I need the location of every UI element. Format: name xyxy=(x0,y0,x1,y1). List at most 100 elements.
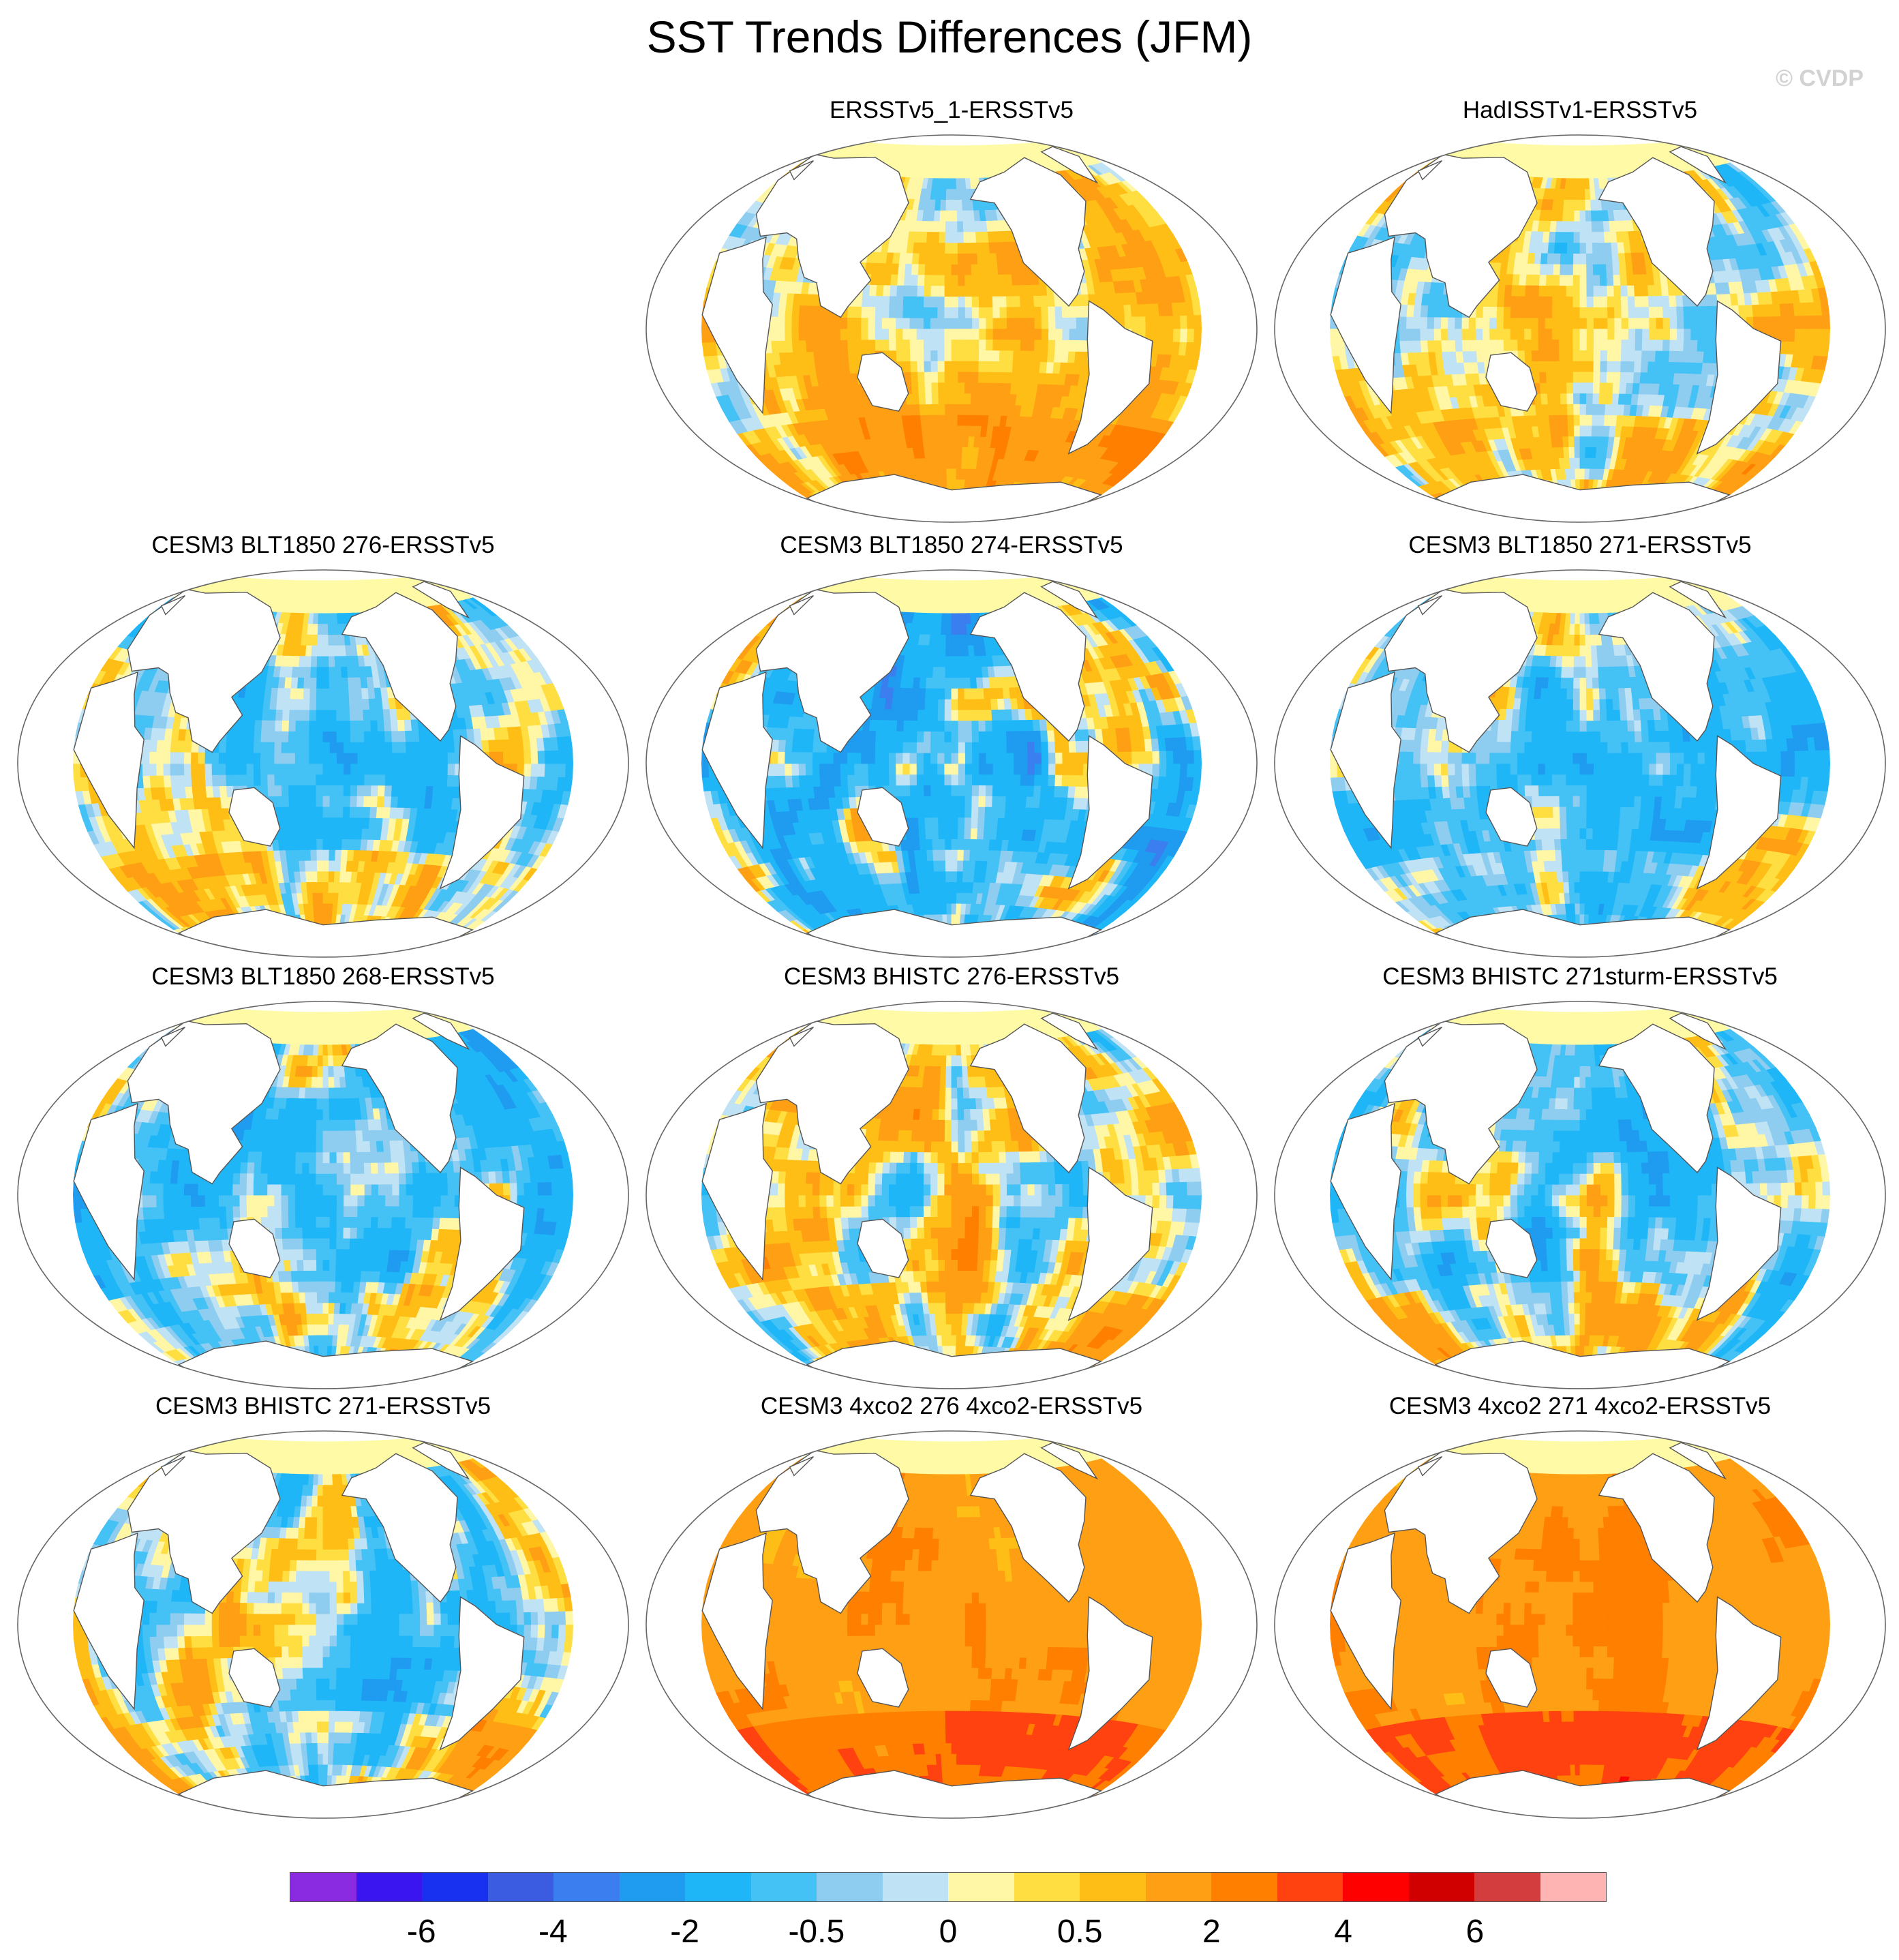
grid-cell xyxy=(1613,295,1622,307)
grid-cell xyxy=(1563,199,1570,211)
grid-cell xyxy=(1489,339,1498,351)
grid-cell xyxy=(951,479,957,491)
grid-cell xyxy=(1138,316,1146,329)
grid-cell xyxy=(1574,447,1581,458)
grid-cell xyxy=(1566,382,1574,394)
grid-cell xyxy=(930,285,939,297)
grid-cell xyxy=(902,339,911,351)
grid-cell xyxy=(1025,284,1034,297)
grid-cell xyxy=(924,360,932,372)
grid-cell xyxy=(1575,479,1581,491)
grid-cell xyxy=(1076,328,1084,341)
grid-cell xyxy=(1482,328,1491,340)
grid-cell xyxy=(1808,314,1817,329)
grid-cell xyxy=(931,252,939,265)
grid-cell xyxy=(888,328,897,340)
grid-cell xyxy=(992,339,1001,351)
grid-cell xyxy=(1579,231,1587,243)
grid-cell xyxy=(1599,274,1608,286)
grid-cell xyxy=(1560,263,1568,275)
grid-cell xyxy=(1634,350,1643,362)
grid-cell xyxy=(1524,339,1532,351)
grid-cell xyxy=(1399,316,1408,329)
grid-cell xyxy=(1013,339,1022,351)
grid-cell xyxy=(997,262,1005,275)
grid-cell xyxy=(1568,447,1575,458)
grid-cell xyxy=(1598,393,1607,405)
grid-cell xyxy=(930,360,939,372)
grid-cell xyxy=(1579,382,1587,394)
grid-cell xyxy=(1573,274,1581,286)
grid-cell xyxy=(1620,274,1628,286)
grid-cell xyxy=(957,253,965,265)
grid-cell xyxy=(935,199,942,211)
grid-cell xyxy=(958,382,966,394)
grid-cell xyxy=(917,285,925,297)
grid-cell xyxy=(992,361,1000,373)
grid-cell xyxy=(1461,340,1470,352)
grid-cell xyxy=(1573,328,1581,340)
grid-cell xyxy=(944,274,952,286)
grid-cell xyxy=(964,360,973,372)
grid-cell xyxy=(1573,425,1581,437)
grid-cell xyxy=(969,404,977,415)
grid-cell xyxy=(939,210,947,222)
grid-cell xyxy=(1607,361,1615,372)
grid-cell xyxy=(964,317,973,329)
grid-cell xyxy=(1586,328,1594,340)
grid-cell xyxy=(1524,317,1532,329)
grid-cell xyxy=(1640,284,1649,297)
grid-cell xyxy=(1690,340,1699,352)
grid-cell xyxy=(1656,317,1664,329)
grid-cell xyxy=(875,339,883,351)
grid-cell xyxy=(1545,296,1553,307)
grid-cell xyxy=(1600,317,1609,329)
grid-cell xyxy=(971,371,979,383)
grid-cell xyxy=(911,263,920,275)
grid-cell xyxy=(1620,284,1628,297)
grid-cell xyxy=(1505,273,1514,286)
grid-cell xyxy=(1585,231,1593,243)
grid-cell xyxy=(1592,414,1599,426)
grid-cell xyxy=(1621,317,1629,329)
grid-cell xyxy=(958,306,966,318)
grid-cell xyxy=(978,350,987,361)
grid-cell xyxy=(827,140,845,149)
grid-cell xyxy=(1124,316,1133,329)
grid-cell xyxy=(951,242,958,254)
grid-cell xyxy=(1556,436,1564,448)
grid-cell xyxy=(1639,372,1648,384)
grid-cell xyxy=(1626,273,1635,286)
grid-cell xyxy=(958,285,966,297)
grid-cell xyxy=(1005,284,1014,297)
grid-cell xyxy=(1564,457,1570,469)
grid-cell xyxy=(1647,361,1656,373)
grid-cell xyxy=(1585,253,1594,265)
grid-cell xyxy=(1614,328,1622,340)
grid-cell xyxy=(1586,382,1594,394)
grid-cell xyxy=(1611,252,1620,265)
grid-cell xyxy=(883,273,892,286)
grid-cell xyxy=(957,404,965,415)
grid-cell xyxy=(1014,328,1022,340)
grid-cell xyxy=(903,284,911,297)
grid-cell xyxy=(1573,350,1581,361)
grid-cell xyxy=(951,360,959,372)
grid-cell xyxy=(917,371,926,383)
grid-cell xyxy=(1579,306,1587,318)
landmass-eurasia xyxy=(755,153,909,318)
grid-cell xyxy=(1534,252,1543,265)
grid-cell xyxy=(1545,371,1554,383)
grid-cell xyxy=(945,210,952,222)
grid-cell xyxy=(1531,350,1540,362)
grid-cell xyxy=(1517,339,1525,351)
grid-cell xyxy=(1567,231,1575,243)
grid-cell xyxy=(1510,306,1519,318)
grid-cell xyxy=(1579,220,1587,232)
grid-cell xyxy=(945,436,952,448)
grid-cell xyxy=(1455,509,1474,517)
grid-cell xyxy=(1538,328,1546,340)
grid-cell xyxy=(1613,361,1622,372)
grid-cell xyxy=(937,263,945,275)
grid-cell xyxy=(984,382,992,394)
